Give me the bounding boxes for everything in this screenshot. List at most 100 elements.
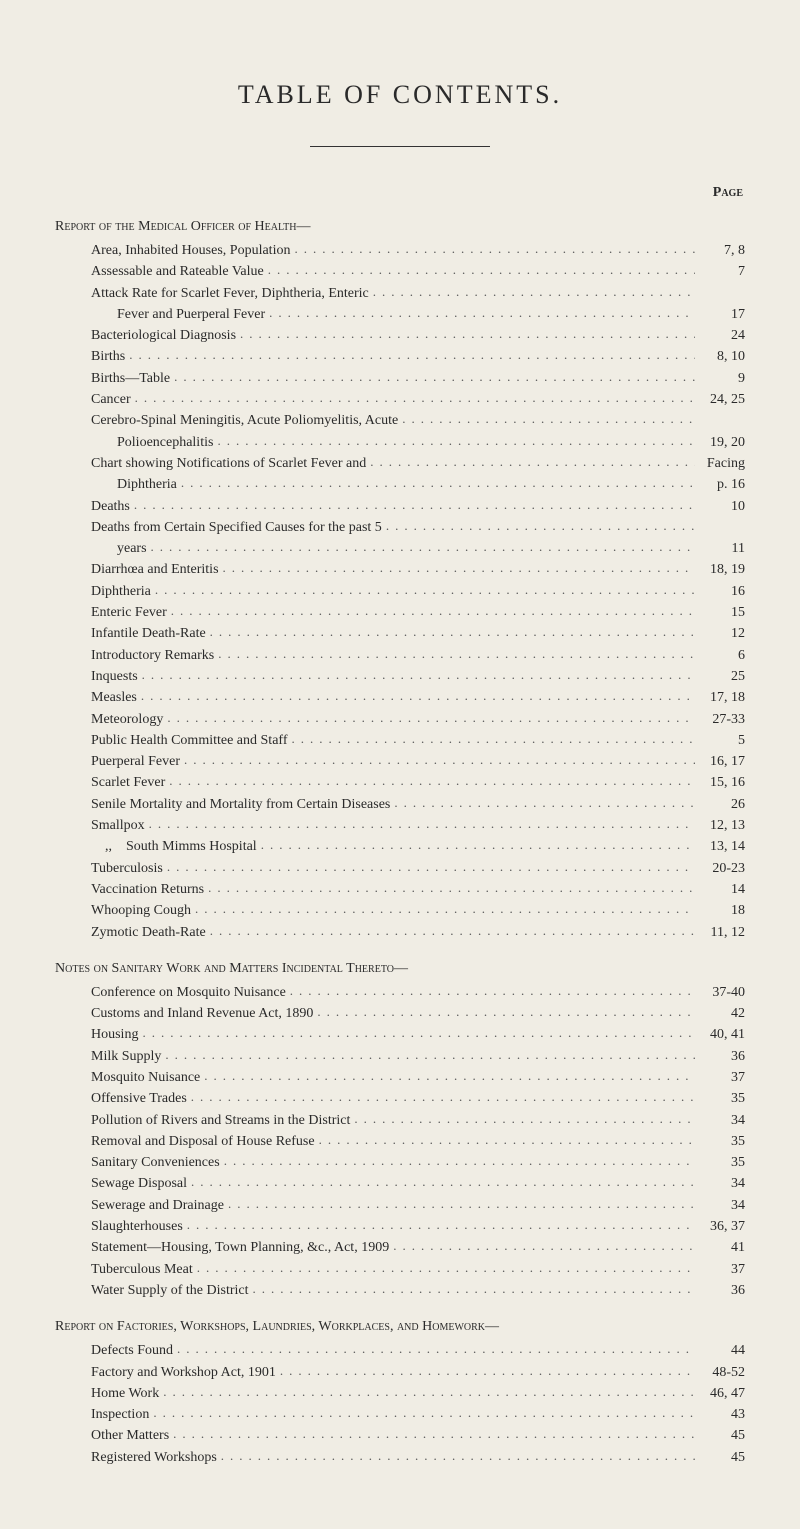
toc-item: Introductory Remarks....................… bbox=[91, 646, 745, 666]
toc-item-page: 9 bbox=[695, 369, 745, 389]
leader-dots: ........................................… bbox=[159, 1383, 695, 1402]
toc-item-page: 12 bbox=[695, 624, 745, 644]
toc-item-page: 20-23 bbox=[695, 859, 745, 879]
toc-item-label: Cerebro-Spinal Meningitis, Acute Poliomy… bbox=[91, 411, 398, 431]
section-heading: Report of the Medical Officer of Health— bbox=[55, 219, 745, 235]
toc-item-page: 27-33 bbox=[695, 710, 745, 730]
toc-item-label: Tuberculous Meat bbox=[91, 1260, 193, 1280]
toc-item-label: Chart showing Notifications of Scarlet F… bbox=[91, 454, 366, 474]
toc-item: Cancer..................................… bbox=[91, 390, 745, 410]
toc-item-label: Sanitary Conveniences bbox=[91, 1153, 220, 1173]
toc-item-label: Area, Inhabited Houses, Population bbox=[91, 241, 290, 261]
toc-item: Assessable and Rateable Value...........… bbox=[91, 262, 745, 282]
page-column-label: Page bbox=[55, 185, 745, 201]
toc-item: Registered Workshops....................… bbox=[91, 1448, 745, 1468]
toc-item-page: 48-52 bbox=[695, 1363, 745, 1383]
leader-dots: ........................................… bbox=[149, 1404, 695, 1423]
toc-item-page: 13, 14 bbox=[695, 837, 745, 857]
toc-item: Diarrhœa and Enteritis..................… bbox=[91, 560, 745, 580]
toc-item-page: 40, 41 bbox=[695, 1025, 745, 1045]
toc-root: Report of the Medical Officer of Health—… bbox=[55, 219, 745, 1468]
toc-list: Defects Found...........................… bbox=[55, 1341, 745, 1468]
toc-item-label: Diphtheria bbox=[117, 475, 177, 495]
toc-item-page: 17, 18 bbox=[695, 688, 745, 708]
section-heading: Notes on Sanitary Work and Matters Incid… bbox=[55, 961, 745, 977]
toc-item: Milk Supply.............................… bbox=[91, 1047, 745, 1067]
toc-item-label: Public Health Committee and Staff bbox=[91, 731, 288, 751]
toc-item: Attack Rate for Scarlet Fever, Diphtheri… bbox=[91, 284, 745, 304]
toc-item-page: 43 bbox=[695, 1405, 745, 1425]
leader-dots: ........................................… bbox=[187, 1088, 695, 1107]
toc-item: Diphtheria..............................… bbox=[91, 582, 745, 602]
toc-item-page: 35 bbox=[695, 1132, 745, 1152]
toc-item-page: p. 16 bbox=[695, 475, 745, 495]
toc-item-page: 5 bbox=[695, 731, 745, 751]
toc-item: Infantile Death-Rate....................… bbox=[91, 624, 745, 644]
toc-item: Births..................................… bbox=[91, 347, 745, 367]
leader-dots: ........................................… bbox=[398, 410, 695, 429]
toc-item-label: Statement—Housing, Town Planning, &c., A… bbox=[91, 1238, 389, 1258]
toc-item: Senile Mortality and Mortality from Cert… bbox=[91, 795, 745, 815]
toc-item-label: Pollution of Rivers and Streams in the D… bbox=[91, 1111, 350, 1131]
toc-item: Deaths..................................… bbox=[91, 497, 745, 517]
toc-item-label: Conference on Mosquito Nuisance bbox=[91, 983, 286, 1003]
toc-item-label: Zymotic Death-Rate bbox=[91, 923, 206, 943]
toc-item-label: Inquests bbox=[91, 667, 138, 687]
toc-item-page: 34 bbox=[695, 1174, 745, 1194]
toc-item: Home Work...............................… bbox=[91, 1384, 745, 1404]
toc-item-page: 18, 19 bbox=[695, 560, 745, 580]
leader-dots: ........................................… bbox=[313, 1003, 695, 1022]
leader-dots: ........................................… bbox=[249, 1280, 695, 1299]
toc-item: Inquests................................… bbox=[91, 667, 745, 687]
toc-item: Slaughterhouses.........................… bbox=[91, 1217, 745, 1237]
toc-item: Vaccination Returns.....................… bbox=[91, 880, 745, 900]
toc-item-label: Polioencephalitis bbox=[117, 433, 213, 453]
toc-item-label: Factory and Workshop Act, 1901 bbox=[91, 1363, 276, 1383]
toc-item-page: 34 bbox=[695, 1196, 745, 1216]
toc-item-page: 15, 16 bbox=[695, 773, 745, 793]
leader-dots: ........................................… bbox=[147, 538, 695, 557]
leader-dots: ........................................… bbox=[389, 1237, 695, 1256]
leader-dots: ........................................… bbox=[177, 474, 695, 493]
leader-dots: ........................................… bbox=[163, 709, 695, 728]
toc-item-page: 10 bbox=[695, 497, 745, 517]
toc-item-page: 36, 37 bbox=[695, 1217, 745, 1237]
toc-item: Sewerage and Drainage...................… bbox=[91, 1196, 745, 1216]
toc-item: Sanitary Conveniences...................… bbox=[91, 1153, 745, 1173]
toc-item: Factory and Workshop Act, 1901..........… bbox=[91, 1363, 745, 1383]
page-title: TABLE OF CONTENTS. bbox=[55, 80, 745, 110]
toc-item-label: Infantile Death-Rate bbox=[91, 624, 206, 644]
leader-dots: ........................................… bbox=[288, 730, 696, 749]
toc-item-page: 35 bbox=[695, 1089, 745, 1109]
toc-item-label: Cancer bbox=[91, 390, 131, 410]
leader-dots: ........................................… bbox=[219, 559, 695, 578]
toc-item-label: Water Supply of the District bbox=[91, 1281, 249, 1301]
toc-item: Enteric Fever...........................… bbox=[91, 603, 745, 623]
toc-item-label: Fever and Puerperal Fever bbox=[117, 305, 265, 325]
toc-item: Bacteriological Diagnosis...............… bbox=[91, 326, 745, 346]
leader-dots: ........................................… bbox=[206, 922, 695, 941]
toc-list: Conference on Mosquito Nuisance.........… bbox=[55, 983, 745, 1301]
leader-dots: ........................................… bbox=[167, 602, 695, 621]
leader-dots: ........................................… bbox=[165, 772, 695, 791]
title-separator bbox=[310, 146, 490, 147]
toc-item-label: ,, South Mimms Hospital bbox=[91, 837, 257, 857]
toc-item: Diphtheria..............................… bbox=[91, 475, 745, 495]
toc-item: Public Health Committee and Staff.......… bbox=[91, 731, 745, 751]
toc-item-label: Puerperal Fever bbox=[91, 752, 180, 772]
leader-dots: ........................................… bbox=[220, 1152, 695, 1171]
toc-item-page: 35 bbox=[695, 1153, 745, 1173]
toc-item-page: 24 bbox=[695, 326, 745, 346]
toc-item-page: Facing bbox=[695, 454, 745, 474]
leader-dots: ........................................… bbox=[206, 623, 695, 642]
toc-item-page: 42 bbox=[695, 1004, 745, 1024]
toc-item-page: 16 bbox=[695, 582, 745, 602]
toc-item-page: 19, 20 bbox=[695, 433, 745, 453]
leader-dots: ........................................… bbox=[151, 581, 695, 600]
toc-item-page: 25 bbox=[695, 667, 745, 687]
toc-item-page: 7, 8 bbox=[695, 241, 745, 261]
toc-item-page: 16, 17 bbox=[695, 752, 745, 772]
toc-item-page: 36 bbox=[695, 1281, 745, 1301]
toc-item: Inspection..............................… bbox=[91, 1405, 745, 1425]
toc-item: Smallpox................................… bbox=[91, 816, 745, 836]
